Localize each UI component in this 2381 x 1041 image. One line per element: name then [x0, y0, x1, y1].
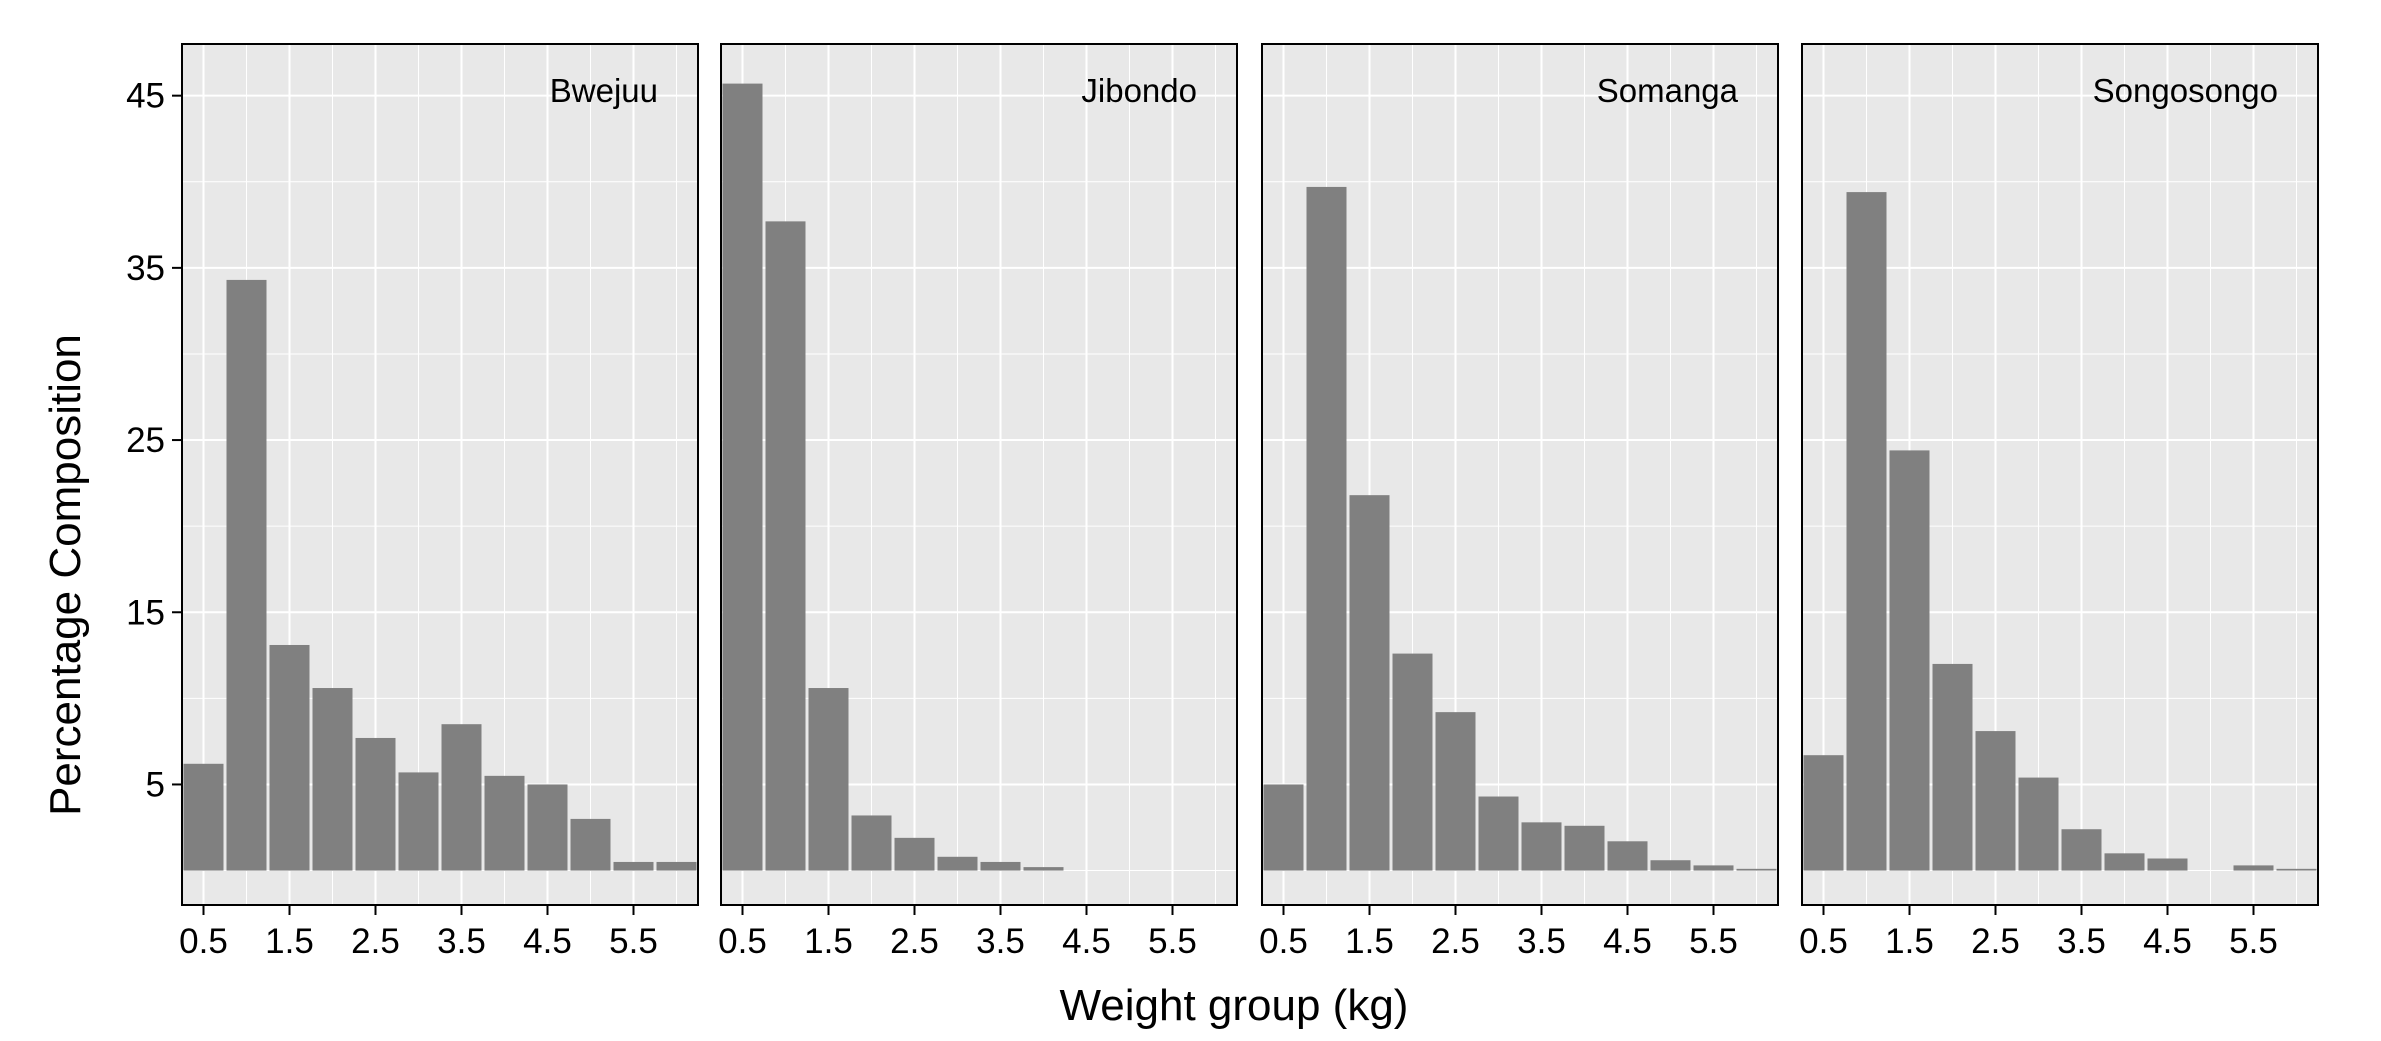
- y-tick-label: 35: [126, 249, 165, 288]
- bar: [441, 724, 482, 871]
- x-tick-label: 2.5: [1431, 922, 1480, 961]
- x-tick-label: 1.5: [265, 922, 314, 961]
- bar: [1932, 663, 1973, 871]
- x-tick-label: 0.5: [1259, 922, 1308, 961]
- panel-background: [1262, 44, 1778, 905]
- bar: [1693, 865, 1734, 871]
- bar: [1478, 796, 1519, 871]
- bar: [1564, 825, 1605, 871]
- bar: [183, 763, 224, 871]
- bar: [1521, 822, 1562, 871]
- bar: [2104, 853, 2145, 871]
- bar: [808, 688, 849, 871]
- bar: [722, 83, 763, 871]
- x-tick-label: 1.5: [1345, 922, 1394, 961]
- x-tick-label: 4.5: [2143, 922, 2192, 961]
- bar: [1803, 755, 1844, 871]
- y-tick-label: 25: [126, 421, 165, 460]
- bar: [226, 279, 267, 871]
- bar: [1263, 784, 1304, 871]
- bar: [527, 784, 568, 871]
- y-axis-title: Percentage Composition: [41, 334, 90, 816]
- bar: [269, 644, 310, 871]
- bar: [656, 861, 697, 871]
- x-tick-label: 4.5: [1062, 922, 1111, 961]
- x-tick-label: 5.5: [1689, 922, 1738, 961]
- bar: [2018, 777, 2059, 871]
- bar: [980, 861, 1021, 871]
- x-tick-label: 5.5: [1148, 922, 1197, 961]
- panel-border: [181, 43, 699, 906]
- panel-border: [1801, 43, 2319, 906]
- x-tick-label: 4.5: [1603, 922, 1652, 961]
- x-tick-label: 1.5: [1885, 922, 1934, 961]
- bar: [613, 861, 654, 871]
- panel-label: Jibondo: [1081, 72, 1197, 109]
- bar: [1349, 495, 1390, 871]
- bar: [1889, 450, 1930, 871]
- bar: [894, 837, 935, 871]
- bar: [1023, 867, 1064, 871]
- bar: [2276, 868, 2317, 871]
- x-tick-label: 3.5: [437, 922, 486, 961]
- bar: [2061, 829, 2102, 871]
- bar: [851, 815, 892, 871]
- facet-panel: Songosongo 0.5 1.5 2.5 3.5 4.5 5.5: [1799, 43, 2319, 961]
- bar: [1736, 868, 1777, 871]
- y-tick-label: 45: [126, 77, 165, 116]
- x-tick-label: 3.5: [1517, 922, 1566, 961]
- bar: [312, 688, 353, 871]
- x-tick-label: 0.5: [1799, 922, 1848, 961]
- x-tick-label: 5.5: [2229, 922, 2278, 961]
- bar: [1975, 731, 2016, 871]
- panel-border: [1261, 43, 1779, 906]
- bar: [2233, 865, 2274, 871]
- panel-label: Somanga: [1597, 72, 1739, 109]
- panel-border: [720, 43, 1238, 906]
- x-tick-label: 0.5: [718, 922, 767, 961]
- x-tick-label: 4.5: [523, 922, 572, 961]
- bar: [1650, 860, 1691, 871]
- bar: [2147, 858, 2188, 871]
- x-tick-label: 1.5: [804, 922, 853, 961]
- bar: [570, 818, 611, 871]
- panel-label: Songosongo: [2093, 72, 2278, 109]
- x-tick-label: 3.5: [2057, 922, 2106, 961]
- bar: [1846, 192, 1887, 871]
- x-tick-label: 0.5: [179, 922, 228, 961]
- bar: [1435, 712, 1476, 871]
- bar: [398, 772, 439, 871]
- bar: [765, 221, 806, 871]
- x-tick-label: 2.5: [351, 922, 400, 961]
- y-tick-label: 5: [146, 765, 165, 804]
- y-tick-label: 15: [126, 593, 165, 632]
- x-tick-label: 3.5: [976, 922, 1025, 961]
- bar: [355, 737, 396, 871]
- facet-panel: Bwejuu 0.5 1.5 2.5 3.5 4.5 5.5 5 15 25 35 45: [126, 43, 699, 961]
- facet-panel: Jibondo 0.5 1.5 2.5 3.5 4.5 5.5: [718, 43, 1238, 961]
- bar: [937, 856, 978, 871]
- bar: [1607, 841, 1648, 871]
- panel-background: [721, 44, 1237, 905]
- panel-label: Bwejuu: [550, 72, 658, 109]
- facet-panels: Bwejuu 0.5 1.5 2.5 3.5 4.5 5.5 5 15 25 35 45 Jibondo…: [126, 43, 2319, 961]
- panel-background: [1802, 44, 2318, 905]
- x-tick-label: 2.5: [890, 922, 939, 961]
- facet-panel: Somanga 0.5 1.5 2.5 3.5 4.5 5.5: [1259, 43, 1779, 961]
- panel-background: [182, 44, 698, 905]
- bar: [1392, 653, 1433, 871]
- x-axis-title: Weight group (kg): [1060, 981, 1409, 1030]
- x-tick-label: 2.5: [1971, 922, 2020, 961]
- bar: [1306, 186, 1347, 871]
- x-tick-label: 5.5: [609, 922, 658, 961]
- bar: [484, 775, 525, 871]
